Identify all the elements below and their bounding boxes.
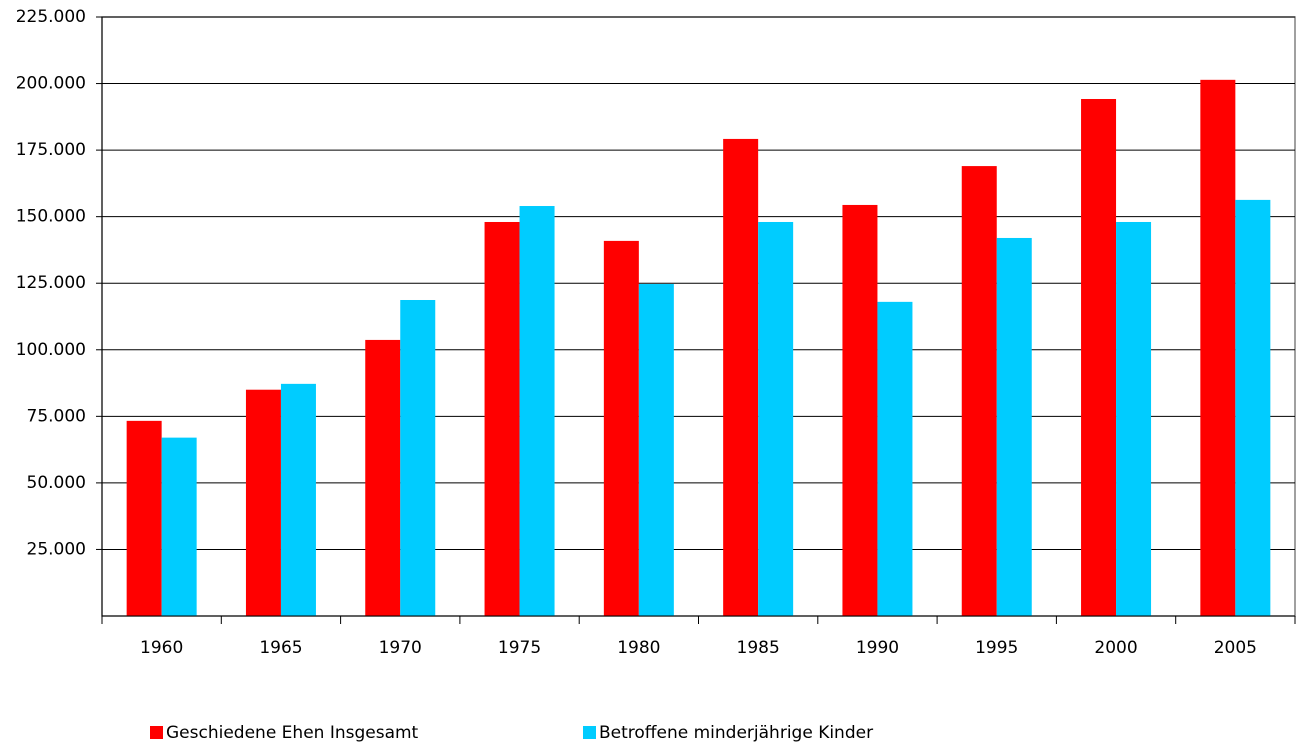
bar bbox=[161, 437, 197, 616]
x-tick-label: 1970 bbox=[379, 638, 422, 658]
bar bbox=[126, 420, 162, 616]
bar bbox=[1081, 98, 1117, 616]
bar bbox=[723, 138, 759, 616]
y-tick-label: 175.000 bbox=[16, 140, 86, 160]
legend-swatch bbox=[583, 726, 596, 739]
bar bbox=[400, 299, 436, 616]
legend-label: Geschiedene Ehen Insgesamt bbox=[166, 723, 419, 743]
x-tick-label: 1980 bbox=[617, 638, 660, 658]
y-tick-label: 75.000 bbox=[27, 406, 86, 426]
x-tick-label: 1975 bbox=[498, 638, 541, 658]
bar bbox=[603, 240, 639, 616]
bar bbox=[996, 237, 1032, 616]
y-tick-label: 200.000 bbox=[16, 74, 86, 94]
y-tick-label: 225.000 bbox=[16, 7, 86, 27]
bar bbox=[961, 166, 997, 616]
bar bbox=[365, 339, 401, 616]
bar bbox=[638, 284, 674, 616]
x-tick-label: 2005 bbox=[1214, 638, 1257, 658]
y-tick-label: 125.000 bbox=[16, 273, 86, 293]
x-tick-label: 1995 bbox=[975, 638, 1018, 658]
legend-label: Betroffene minderjährige Kinder bbox=[599, 723, 873, 743]
y-tick-label: 150.000 bbox=[16, 207, 86, 227]
bar bbox=[1200, 79, 1236, 617]
y-tick-label: 25.000 bbox=[27, 539, 86, 559]
legend-swatch bbox=[150, 726, 163, 739]
bar bbox=[877, 301, 913, 616]
bar bbox=[519, 206, 555, 617]
y-tick-label: 50.000 bbox=[27, 473, 86, 493]
bar bbox=[1235, 199, 1271, 617]
x-tick-label: 1985 bbox=[737, 638, 780, 658]
x-tick-label: 1960 bbox=[140, 638, 183, 658]
bar bbox=[484, 221, 520, 617]
y-tick-label: 100.000 bbox=[16, 340, 86, 360]
x-tick-label: 2000 bbox=[1094, 638, 1137, 658]
bar bbox=[1116, 221, 1152, 617]
bar bbox=[280, 383, 316, 616]
x-tick-label: 1990 bbox=[856, 638, 899, 658]
x-tick-label: 1965 bbox=[259, 638, 302, 658]
bar bbox=[245, 389, 281, 616]
bar bbox=[842, 204, 878, 617]
bar bbox=[758, 221, 794, 617]
